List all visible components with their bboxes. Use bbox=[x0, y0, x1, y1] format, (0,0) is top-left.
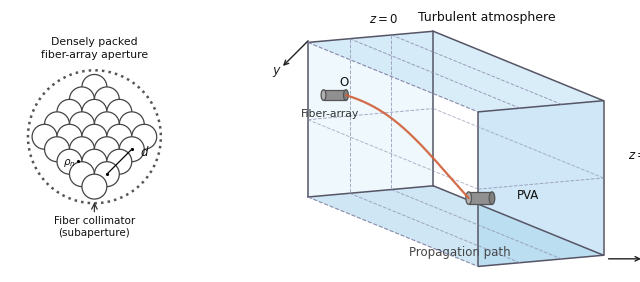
Text: O: O bbox=[339, 76, 348, 89]
Circle shape bbox=[82, 74, 107, 99]
Ellipse shape bbox=[466, 192, 472, 204]
Circle shape bbox=[82, 124, 107, 149]
Circle shape bbox=[45, 137, 70, 162]
Circle shape bbox=[119, 112, 144, 137]
Text: $z=L$: $z=L$ bbox=[628, 149, 640, 162]
Circle shape bbox=[95, 137, 119, 162]
Circle shape bbox=[70, 137, 95, 162]
Circle shape bbox=[107, 149, 132, 174]
Text: $z=0$: $z=0$ bbox=[369, 13, 399, 26]
Circle shape bbox=[107, 99, 132, 124]
Text: Propagation path: Propagation path bbox=[410, 246, 511, 259]
Bar bbox=[323, 90, 346, 100]
Circle shape bbox=[95, 162, 119, 187]
Circle shape bbox=[70, 87, 95, 112]
Ellipse shape bbox=[321, 90, 326, 100]
Circle shape bbox=[45, 112, 70, 137]
Text: $\rho_n$: $\rho_n$ bbox=[63, 157, 76, 169]
Circle shape bbox=[70, 162, 95, 187]
Circle shape bbox=[82, 149, 107, 174]
Circle shape bbox=[57, 124, 82, 149]
Polygon shape bbox=[308, 31, 433, 197]
Circle shape bbox=[107, 124, 132, 149]
Text: Turbulent atmosphere: Turbulent atmosphere bbox=[418, 11, 556, 24]
Circle shape bbox=[95, 87, 119, 112]
Text: Fiber-array: Fiber-array bbox=[301, 109, 360, 119]
Polygon shape bbox=[308, 186, 604, 266]
Circle shape bbox=[57, 99, 82, 124]
Circle shape bbox=[70, 112, 95, 137]
Text: $y$: $y$ bbox=[272, 65, 282, 79]
Circle shape bbox=[57, 149, 82, 174]
Ellipse shape bbox=[489, 192, 495, 204]
Polygon shape bbox=[478, 101, 604, 266]
Bar bbox=[468, 192, 492, 204]
Ellipse shape bbox=[344, 90, 348, 100]
Text: $d$: $d$ bbox=[140, 145, 149, 159]
Circle shape bbox=[82, 99, 107, 124]
Circle shape bbox=[95, 112, 119, 137]
Circle shape bbox=[132, 124, 157, 149]
Text: Densely packed
fiber-array aperture: Densely packed fiber-array aperture bbox=[41, 37, 148, 60]
Circle shape bbox=[32, 124, 57, 149]
Polygon shape bbox=[308, 31, 604, 112]
Text: Fiber collimator
(subaperture): Fiber collimator (subaperture) bbox=[54, 216, 135, 239]
Circle shape bbox=[119, 137, 144, 162]
Text: PVA: PVA bbox=[516, 190, 539, 202]
Circle shape bbox=[82, 174, 107, 199]
